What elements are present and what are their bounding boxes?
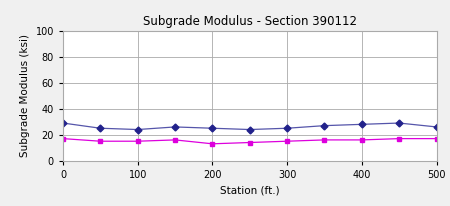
9/1/2004 <box>98 140 103 143</box>
9/1/2004 <box>135 140 140 143</box>
Title: Subgrade Modulus - Section 390112: Subgrade Modulus - Section 390112 <box>143 15 357 28</box>
9/1/2004 <box>210 143 215 145</box>
11/6/1996 <box>172 126 178 128</box>
11/6/1996 <box>60 122 66 124</box>
11/6/1996 <box>284 127 290 130</box>
Line: 9/1/2004: 9/1/2004 <box>61 136 439 146</box>
11/6/1996 <box>247 128 252 131</box>
9/1/2004 <box>322 139 327 141</box>
9/1/2004 <box>434 137 439 140</box>
11/6/1996 <box>434 126 439 128</box>
9/1/2004 <box>60 137 66 140</box>
11/6/1996 <box>322 124 327 127</box>
9/1/2004 <box>284 140 290 143</box>
11/6/1996 <box>210 127 215 130</box>
9/1/2004 <box>172 139 178 141</box>
Y-axis label: Subgrade Modulus (ksi): Subgrade Modulus (ksi) <box>20 34 30 157</box>
11/6/1996 <box>396 122 402 124</box>
9/1/2004 <box>396 137 402 140</box>
9/1/2004 <box>247 141 252 144</box>
11/6/1996 <box>135 128 140 131</box>
9/1/2004 <box>359 139 364 141</box>
11/6/1996 <box>98 127 103 130</box>
11/6/1996 <box>359 123 364 126</box>
Line: 11/6/1996: 11/6/1996 <box>61 121 439 132</box>
X-axis label: Station (ft.): Station (ft.) <box>220 185 279 195</box>
